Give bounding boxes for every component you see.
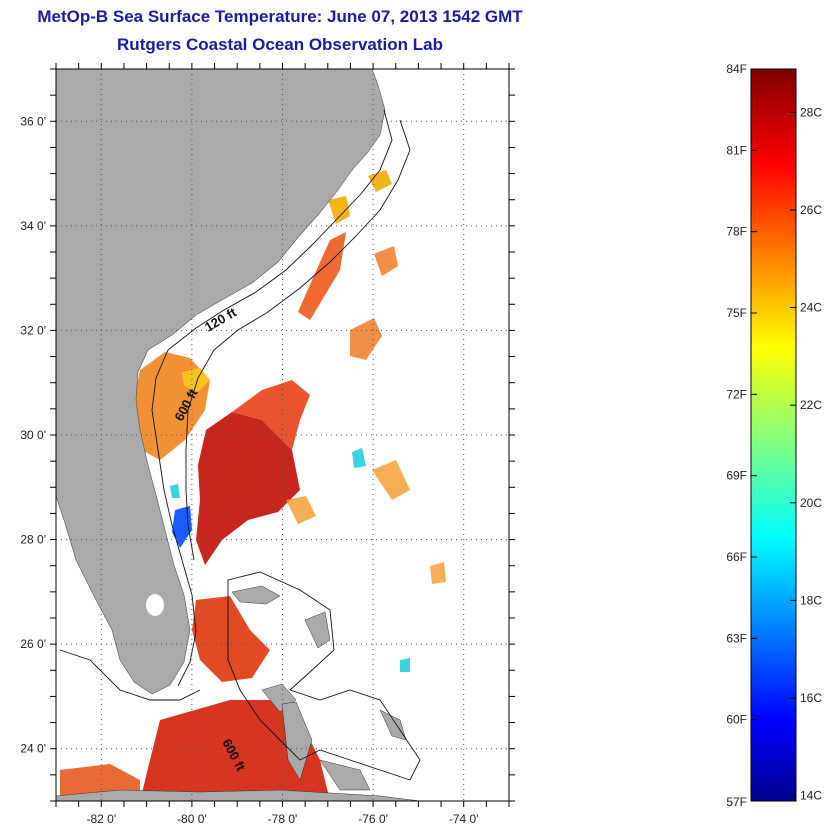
- map-subtitle: Rutgers Coastal Ocean Observation Lab: [117, 35, 443, 54]
- lat-tick-label: 26 0': [20, 637, 46, 651]
- contour-keys: [59, 649, 201, 701]
- lon-tick-label: -78 0': [268, 812, 298, 826]
- sst-patch-carolina-yellow: [328, 170, 392, 224]
- sst-data-layer: [60, 170, 446, 801]
- colorbar-label-f: 72F: [726, 387, 747, 401]
- colorbar-label-c: 20C: [800, 496, 822, 510]
- land-cuba: [56, 789, 421, 801]
- colorbar-labels: 84F 81F 78F 75F 72F 69F 66F 63F 60F 57F 28C 26C 24C 2…: [726, 62, 822, 809]
- land-bahamas: [231, 585, 407, 791]
- lat-tick-label: 28 0': [20, 533, 46, 547]
- colorbar-label-c: 16C: [800, 691, 822, 705]
- colorbar-label-c: 28C: [800, 105, 822, 119]
- lat-tick-label: 34 0': [20, 219, 46, 233]
- colorbar-label-c: 18C: [800, 593, 822, 607]
- lat-tick-label: 30 0': [20, 428, 46, 442]
- sst-patch-cuba-channel: [140, 700, 330, 801]
- colorbar-label-f: 60F: [726, 713, 747, 727]
- lat-tick-label: 36 0': [20, 114, 46, 128]
- lat-tick-label: 24 0': [20, 742, 46, 756]
- colorbar-label-c: 26C: [800, 203, 822, 217]
- sst-patch-cold-coastal: [172, 506, 192, 548]
- colorbar-label-c: 14C: [800, 789, 822, 803]
- contour-bahamas: [227, 571, 421, 781]
- map-grid: [56, 69, 509, 801]
- sst-patch-offshore-2: [286, 460, 446, 584]
- lon-tick-label: -74 0': [449, 812, 479, 826]
- sst-patch-carolina-band: [298, 232, 346, 320]
- sst-patch-gulfstream-core: [196, 412, 300, 565]
- colorbar-label-f: 78F: [726, 225, 747, 239]
- sst-patch-offshore-1: [350, 246, 398, 360]
- lake-okeechobee: [146, 594, 164, 616]
- map-axes: -82 0' -80 0' -78 0' -76 0' -74 0' 24 0' 26 0'…: [20, 63, 515, 826]
- lat-tick-label: 32 0': [20, 323, 46, 337]
- contour-120ft: [151, 109, 393, 687]
- colorbar-label-f: 69F: [726, 469, 747, 483]
- bathymetry-contours: [59, 109, 421, 781]
- colorbar-label-f: 84F: [726, 62, 747, 76]
- lon-tick-label: -80 0': [177, 812, 207, 826]
- colorbar-label-f: 66F: [726, 550, 747, 564]
- map-title: MetOp-B Sea Surface Temperature: June 07…: [37, 7, 523, 26]
- sst-patch-florida-straits: [192, 596, 270, 682]
- colorbar: [750, 68, 797, 802]
- colorbar-label-f: 81F: [726, 143, 747, 157]
- sst-patch-gulfstream-edge: [232, 380, 310, 450]
- colorbar-label-f: 63F: [726, 631, 747, 645]
- land-mainland: [56, 69, 386, 695]
- sst-patch-georgia-yellow: [182, 368, 210, 392]
- colorbar-label-f: 75F: [726, 306, 747, 320]
- contour-600ft: [185, 119, 411, 561]
- lon-tick-label: -76 0': [358, 812, 388, 826]
- colorbar-label-c: 24C: [800, 301, 822, 315]
- colorbar-label-c: 22C: [800, 398, 822, 412]
- lon-tick-label: -82 0': [86, 812, 116, 826]
- colorbar-label-f: 57F: [726, 795, 747, 809]
